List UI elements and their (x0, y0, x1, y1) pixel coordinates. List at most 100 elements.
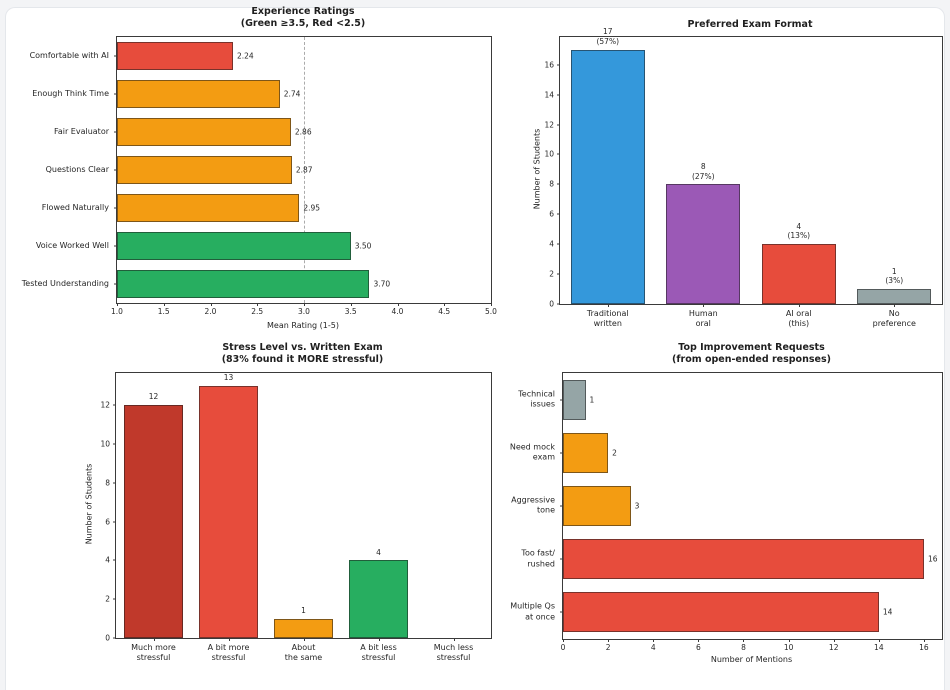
axis-tick-label: 5.0 (485, 307, 497, 316)
preferred-exam-format-plot: 17 (57%) Traditional written 8 (27%) Human … (544, 27, 943, 328)
bar (761, 244, 836, 304)
chart-title-improvement-requests: Top Improvement Requests (from open-ende… (562, 342, 941, 367)
category-tick-mark (228, 638, 230, 641)
value-label: 2.87 (295, 165, 313, 175)
axis-tick-mark (833, 639, 835, 642)
axis-tick-mark (653, 639, 655, 642)
value-label: 4 (13%) (787, 221, 811, 241)
category-tick-mark (153, 638, 155, 641)
category-label: Human oral (688, 309, 718, 329)
axis-tick-mark (557, 213, 560, 215)
axis-tick-mark (923, 639, 925, 642)
category-label: Too fast/ rushed (521, 548, 555, 569)
value-label: 1 (589, 395, 595, 405)
subtitle-line: (83% found it MORE stressful) (221, 354, 384, 366)
axis-tick-label: 6 (695, 643, 701, 652)
bar (666, 184, 741, 304)
bar (857, 289, 932, 304)
axis-tick-label: 8 (105, 478, 110, 488)
axis-tick-mark (557, 303, 560, 305)
bar (563, 432, 609, 473)
bar (570, 49, 645, 304)
value-label: 2.74 (283, 89, 301, 99)
category-tick-mark (114, 131, 117, 133)
axis-tick-mark (113, 482, 116, 484)
category-tick-mark (114, 169, 117, 171)
category-label: No preference (872, 309, 916, 329)
axis-tick-mark (210, 303, 212, 306)
category-tick-mark (560, 399, 563, 401)
axis-tick-label: 4.0 (391, 307, 404, 316)
axis-tick-label: 4 (105, 555, 110, 565)
axis-tick-mark (163, 303, 165, 306)
axis-tick-mark (557, 64, 560, 66)
value-label: 14 (882, 607, 893, 617)
bar (117, 231, 351, 261)
bar (117, 41, 233, 71)
category-label: Questions Clear (45, 164, 109, 174)
value-label: 1 (301, 605, 306, 615)
title-line: Top Improvement Requests (678, 342, 825, 353)
axis-tick-mark (557, 153, 560, 155)
axis-tick-mark (563, 639, 564, 642)
bar (563, 539, 924, 580)
category-tick-mark (114, 283, 117, 285)
axis-tick-label: 2.5 (251, 307, 264, 316)
axis-tick-mark (788, 639, 790, 642)
bar (563, 379, 586, 420)
value-label: 3.50 (354, 241, 372, 251)
y-axis-label: Number of Students (532, 128, 542, 210)
axis-tick-mark (113, 559, 116, 561)
value-label: 3.70 (373, 279, 391, 289)
category-label: Flowed Naturally (41, 202, 109, 212)
axis-tick-mark (608, 639, 610, 642)
axis-tick-label: 12 (544, 120, 554, 130)
value-label: 12 (148, 392, 159, 402)
value-label: 13 (223, 372, 234, 382)
axis-tick-label: 1.0 (111, 307, 123, 316)
axis-tick-mark (113, 443, 116, 445)
chart-title-experience-ratings: Experience Ratings (Green ≥3.5, Red <2.5… (116, 6, 490, 31)
axis-tick-mark (444, 303, 446, 306)
chart-title-stress-level: Stress Level vs. Written Exam (83% found… (115, 342, 490, 367)
category-label: Aggressive tone (511, 495, 555, 515)
axis-tick-mark (117, 303, 118, 306)
category-tick-mark (560, 452, 563, 454)
reference-line (304, 37, 305, 303)
category-label: About the same (284, 643, 323, 663)
axis-tick-label: 10 (100, 439, 110, 449)
axis-tick-mark (557, 183, 560, 185)
axis-tick-mark (491, 303, 492, 306)
axis-tick-label: 14 (544, 90, 554, 100)
axis-tick-mark (350, 303, 352, 306)
category-tick-mark (453, 638, 455, 641)
category-tick-mark (303, 638, 305, 641)
bar (117, 117, 291, 147)
category-tick-mark (378, 638, 380, 641)
bar (117, 269, 370, 299)
axis-tick-label: 8 (741, 643, 746, 652)
stress-level-plot: 12 Much more stressful 13 A bit more stress… (100, 372, 492, 662)
axis-tick-label: 2.0 (204, 307, 217, 316)
axis-tick-label: 14 (874, 643, 884, 652)
axis-tick-label: 6 (105, 517, 110, 527)
axis-tick-label: 2 (605, 643, 611, 652)
title-line: Preferred Exam Format (687, 19, 813, 30)
chart-title-preferred-exam-format: Preferred Exam Format (559, 19, 941, 31)
bar (117, 79, 280, 109)
category-tick-mark (114, 245, 117, 247)
category-tick-mark (114, 207, 117, 209)
category-label: Comfortable with AI (29, 50, 109, 60)
category-label: Technical issues (518, 389, 555, 409)
bar (117, 193, 300, 223)
category-tick-mark (894, 304, 896, 307)
axis-tick-mark (878, 639, 880, 642)
category-tick-mark (560, 505, 563, 507)
axis-tick-label: 8 (549, 179, 554, 189)
category-label: A bit less stressful (360, 643, 397, 663)
x-axis-label: Mean Rating (1-5) (267, 321, 339, 330)
axis-tick-mark (698, 639, 700, 642)
category-label: Tested Understanding (21, 278, 109, 288)
category-tick-mark (703, 304, 705, 307)
axis-tick-mark (257, 303, 259, 306)
